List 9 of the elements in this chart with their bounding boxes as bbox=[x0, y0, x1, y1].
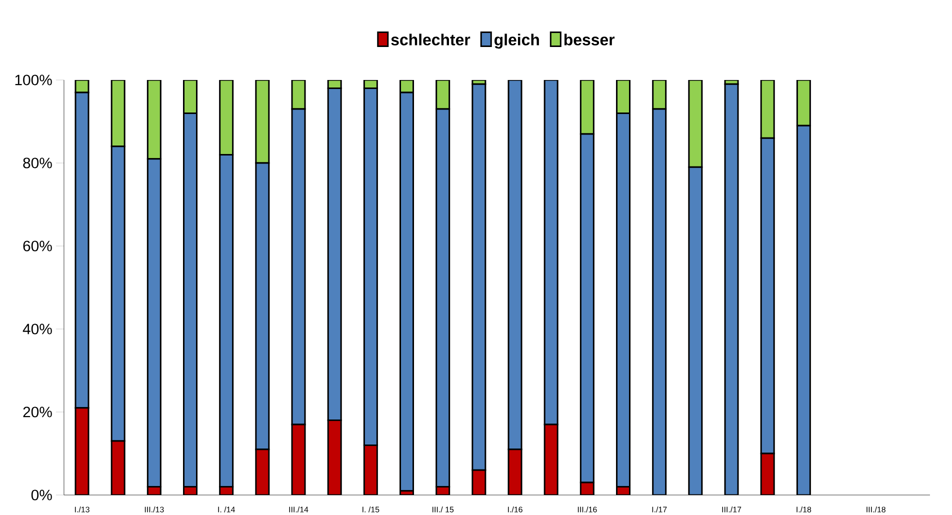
legend-label: besser bbox=[564, 34, 615, 46]
y-tick-label: 20% bbox=[23, 406, 52, 418]
legend-label: gleich bbox=[494, 34, 539, 49]
y-tick-label: 100% bbox=[15, 74, 52, 86]
y-tick-label: 60% bbox=[23, 240, 52, 252]
y-tick-label: 80% bbox=[23, 158, 52, 168]
y-tick-label: 0% bbox=[31, 490, 52, 500]
legend-label: schlechter bbox=[391, 34, 470, 46]
y-tick-label: 40% bbox=[22, 324, 52, 334]
